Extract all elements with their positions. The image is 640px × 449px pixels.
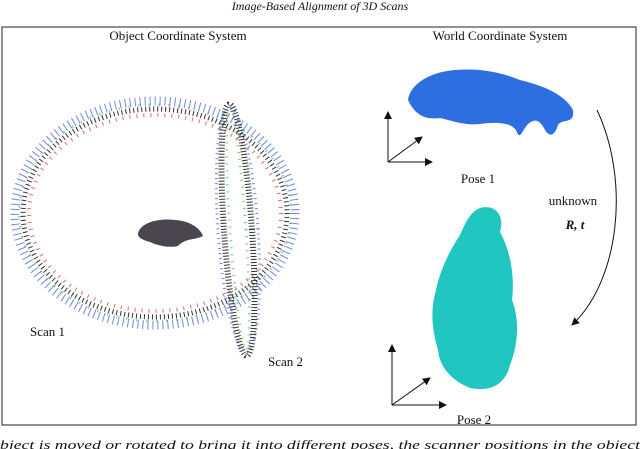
left-panel-title: Object Coordinate System <box>109 28 246 43</box>
skull-pose-2 <box>432 207 518 390</box>
skull-pose-1 <box>408 69 574 136</box>
scan-label: Scan 2 <box>268 354 303 369</box>
caption-fragment: bject is moved or rotated to bring it in… <box>0 437 640 449</box>
transform-arrow <box>571 109 617 326</box>
running-header: Image-Based Alignment of 3D Scans <box>231 0 409 13</box>
axes-pose-1 <box>384 111 433 166</box>
axes-pose-2 <box>388 344 447 409</box>
figure-frame <box>1 26 637 426</box>
scan-1-ring <box>10 96 300 330</box>
transform-note: unknown <box>549 193 598 208</box>
scan-2-ring <box>214 101 262 359</box>
right-panel-title: World Coordinate System <box>433 28 568 43</box>
object-skull <box>138 219 203 247</box>
transform-symbol: R, t <box>565 217 585 232</box>
pose-label: Pose 1 <box>461 171 495 186</box>
pose-label: Pose 2 <box>457 412 491 427</box>
scan-label: Scan 1 <box>30 324 65 339</box>
